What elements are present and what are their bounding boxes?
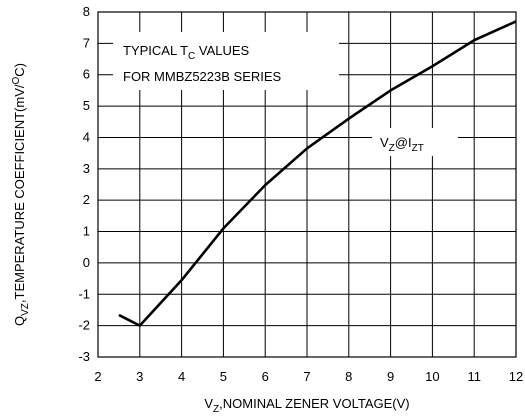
y-axis-label-run: O — [11, 76, 22, 84]
x-axis-label: VZ,NOMINAL ZENER VOLTAGE(V) — [204, 396, 409, 415]
y-tick-label: 4 — [83, 129, 90, 144]
y-tick-label: -2 — [78, 318, 90, 333]
y-axis-label-run: ,TEMPERATURE COEFFICIENT(mV/ — [12, 84, 27, 303]
y-tick-label: 6 — [83, 67, 90, 82]
x-tick-label: 6 — [262, 369, 269, 384]
x-tick-label: 5 — [220, 369, 227, 384]
curve-label: VZ@IZT — [380, 135, 424, 154]
y-axis-label: QVZ,TEMPERATURE COEFFICIENT(mV/OC) — [11, 63, 31, 326]
curve-label-run: V — [380, 135, 389, 150]
y-tick-label: 7 — [83, 35, 90, 50]
x-tick-label: 10 — [425, 369, 439, 384]
x-axis-label-run: ,NOMINAL ZENER VOLTAGE(V) — [219, 396, 409, 411]
curve — [118, 20, 517, 327]
curve-label-run: ZT — [412, 143, 424, 154]
y-axis-label-run: Q — [12, 316, 27, 326]
annotation: FOR MMBZ5223B SERIES — [123, 69, 282, 84]
annotation: TYPICAL TC VALUES — [123, 43, 250, 62]
curve-label-box — [372, 128, 458, 156]
y-tick-label: -3 — [78, 349, 90, 364]
y-tick-label: 2 — [83, 192, 90, 207]
x-tick-label: 7 — [303, 369, 310, 384]
x-axis-label-run: Z — [213, 404, 219, 415]
x-tick-label: 3 — [136, 369, 143, 384]
x-tick-label: 8 — [345, 369, 352, 384]
x-tick-label: 9 — [387, 369, 394, 384]
y-axis-label-run: C) — [12, 63, 27, 77]
y-tick-label: -1 — [78, 286, 90, 301]
y-tick-label: 0 — [83, 255, 90, 270]
x-tick-label: 2 — [94, 369, 101, 384]
y-tick-label: 8 — [83, 4, 90, 19]
annotation-box — [113, 32, 339, 90]
curve-label-run: Z — [389, 143, 395, 154]
y-tick-label: 3 — [83, 161, 90, 176]
annotation-run: TYPICAL T — [123, 43, 188, 58]
annotation-run: FOR MMBZ5223B SERIES — [123, 69, 282, 84]
y-axis-label-run: VZ — [20, 303, 31, 316]
x-tick-label: 4 — [178, 369, 185, 384]
x-axis-label-run: V — [204, 396, 213, 411]
annotation-run: VALUES — [195, 43, 249, 58]
curve-label-run: @I — [395, 135, 412, 150]
y-tick-label: 5 — [83, 98, 90, 113]
plot-border — [97, 11, 517, 358]
y-tick-label: 1 — [83, 224, 90, 239]
annotation-run: C — [188, 51, 195, 62]
x-tick-label: 12 — [509, 369, 523, 384]
x-tick-label: 11 — [467, 369, 481, 384]
